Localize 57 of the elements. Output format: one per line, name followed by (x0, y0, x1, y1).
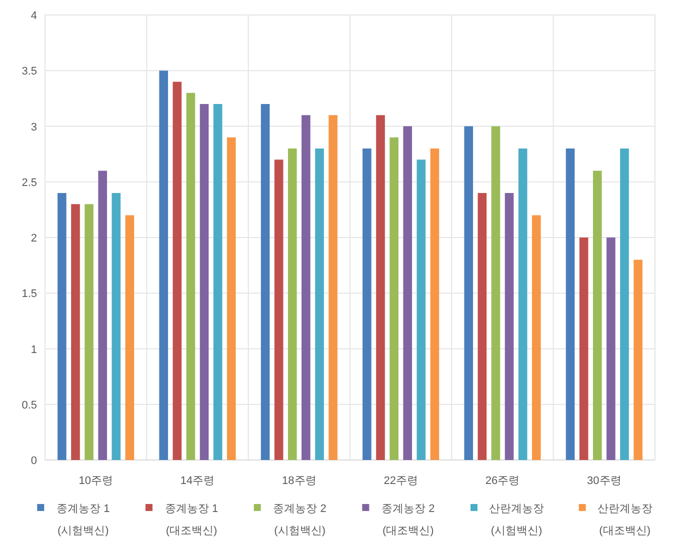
bar (328, 115, 338, 460)
bar (518, 148, 528, 460)
x-tick-label: 18주령 (282, 475, 316, 487)
bar (71, 204, 80, 460)
bar (288, 148, 297, 460)
bar (260, 104, 270, 460)
x-tick-label: 30주령 (587, 475, 622, 487)
legend-label: 종계농장 2 (시험백신) (273, 503, 326, 537)
bar (362, 148, 372, 460)
bar (112, 193, 121, 460)
bar (159, 70, 168, 460)
bar (579, 238, 588, 460)
bar (302, 115, 310, 460)
legend-label: 종계농장 1 (대조백신) (164, 503, 218, 537)
bar (606, 238, 616, 460)
bar (464, 126, 474, 460)
bar (634, 260, 642, 460)
bar (403, 126, 412, 460)
x-tick-label: 22주령 (384, 475, 418, 487)
y-tick-label: 0.5 (22, 399, 37, 412)
bar (186, 92, 196, 460)
bar (200, 104, 209, 460)
bar (213, 104, 222, 460)
y-tick-label: 4 (30, 10, 37, 22)
y-tick-label: 3.5 (22, 66, 37, 78)
bar (84, 204, 94, 460)
legend-label: 산란계농장 (시험백신) (489, 503, 544, 537)
x-tick-label: 10주령 (78, 475, 113, 487)
bar (416, 160, 426, 460)
bar (172, 82, 182, 460)
bar (532, 215, 541, 460)
bar (592, 170, 602, 460)
bar (620, 148, 629, 460)
bar (478, 193, 487, 460)
bar (491, 126, 500, 460)
legend-label: 종계농장 1 (시험백신) (56, 503, 110, 537)
y-tick-label: 1 (30, 344, 37, 356)
y-tick-label: 2 (30, 232, 37, 244)
bar (430, 148, 440, 460)
x-tick-label: 14주령 (180, 475, 215, 487)
y-tick-label: 3 (30, 121, 37, 134)
bar (376, 115, 385, 460)
y-tick-label: 1.5 (22, 288, 37, 300)
legend-label: 종계농장 2 (대조백신) (382, 503, 435, 537)
bar (274, 160, 284, 460)
legend-label: 산란계농장 (대조백신) (597, 503, 652, 537)
bar (226, 137, 236, 460)
y-tick-label: 0 (30, 455, 37, 467)
x-tick-label: 26주령 (485, 475, 520, 487)
bar (315, 148, 324, 460)
bar (125, 215, 134, 460)
bar (566, 148, 575, 460)
bar (98, 170, 108, 460)
y-tick-label: 2.5 (22, 176, 37, 189)
bar (58, 193, 66, 460)
bar (390, 137, 398, 460)
bar (504, 193, 514, 460)
